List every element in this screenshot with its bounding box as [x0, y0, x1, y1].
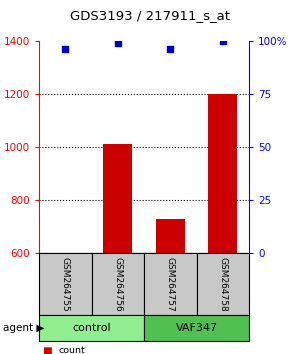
Point	[220, 38, 225, 44]
Text: ■: ■	[42, 346, 52, 354]
Text: control: control	[72, 323, 111, 333]
Text: GDS3193 / 217911_s_at: GDS3193 / 217911_s_at	[70, 9, 230, 22]
Text: count: count	[58, 346, 85, 354]
Bar	[156, 218, 185, 253]
Bar	[92, 253, 144, 315]
Bar	[144, 253, 196, 315]
Text: VAF347: VAF347	[176, 323, 218, 333]
Text: GSM264757: GSM264757	[166, 257, 175, 312]
Point	[63, 46, 68, 52]
Text: GSM264758: GSM264758	[218, 257, 227, 312]
Point	[116, 40, 120, 46]
Point	[168, 46, 173, 52]
Bar	[208, 94, 237, 253]
Bar	[196, 253, 249, 315]
Bar	[103, 144, 132, 253]
Text: GSM264756: GSM264756	[113, 257, 122, 312]
Bar	[144, 315, 249, 341]
Text: GSM264755: GSM264755	[61, 257, 70, 312]
Bar	[39, 315, 144, 341]
Bar	[39, 253, 92, 315]
Text: agent ▶: agent ▶	[3, 323, 44, 333]
